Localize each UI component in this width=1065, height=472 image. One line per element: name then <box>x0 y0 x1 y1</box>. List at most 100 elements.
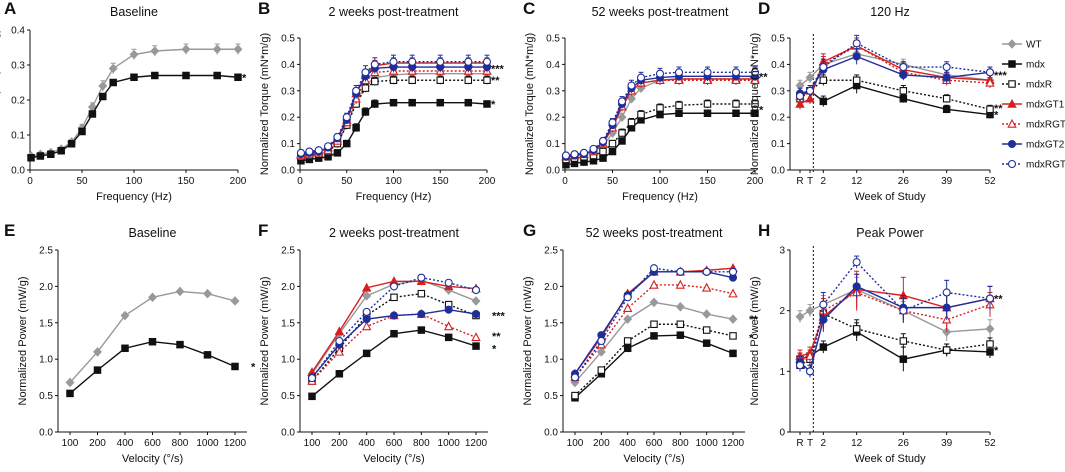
data-point <box>120 310 130 321</box>
data-point <box>471 332 481 342</box>
data-point <box>389 57 398 66</box>
data-point <box>703 109 712 117</box>
data-point <box>649 297 659 308</box>
y-tick-label: 0.1 <box>11 131 25 142</box>
x-tick-label: 1000 <box>196 438 219 449</box>
data-point <box>471 310 481 319</box>
y-axis-label: Normalized Torque (mN*m/g) <box>259 33 271 175</box>
data-point <box>408 57 417 66</box>
legend: WT mdx mdxR mdxGT1 mdxRGT1 mdxGT2 mdxRGT2 <box>1002 39 1065 171</box>
data-point <box>819 300 828 309</box>
series-mdxR <box>571 320 737 400</box>
y-tick-label: 0.3 <box>11 61 25 72</box>
data-point <box>728 267 738 276</box>
data-point <box>352 86 361 95</box>
data-point <box>676 320 685 329</box>
data-point <box>390 329 398 338</box>
data-point <box>314 146 323 155</box>
data-point <box>570 150 579 159</box>
data-point <box>608 139 617 148</box>
data-point <box>942 303 951 312</box>
data-point <box>985 294 995 303</box>
data-point <box>436 57 445 66</box>
series-line-mdxRGT1 <box>300 70 487 157</box>
legend-item-WT: WT <box>1002 39 1042 51</box>
data-point <box>899 306 908 315</box>
legend-item-mdxRGT2: mdxRGT2 <box>1002 160 1065 171</box>
y-tick-label: 1.5 <box>281 318 295 329</box>
legend-item-mdxR: mdxR <box>1002 80 1052 91</box>
data-point <box>598 136 608 146</box>
y-tick-label: 0.1 <box>546 139 560 150</box>
data-point <box>93 366 102 374</box>
x-tick-label: 600 <box>144 438 161 449</box>
y-axis-label: Normalized Power (mW/g) <box>17 277 29 406</box>
series-line-mdxR <box>300 79 487 158</box>
data-point <box>899 62 908 72</box>
panel-E: E Baseline 0.0 0.5 1.0 1.5 2.0 2.5 100 200 400 600 8… <box>4 221 256 465</box>
y-tick-label: 0.1 <box>771 139 785 150</box>
x-tick-label: 1000 <box>696 438 719 449</box>
data-point <box>596 347 606 357</box>
data-point <box>362 349 371 358</box>
data-point <box>436 76 444 84</box>
x-tick-label: 12 <box>851 438 863 449</box>
x-tick-label: 26 <box>898 176 910 187</box>
chart-title: 52 weeks post-treatment <box>586 226 723 240</box>
series-mdx <box>27 71 242 162</box>
y-tick-label: 2.0 <box>544 282 558 293</box>
legend-marker <box>1007 159 1017 169</box>
data-point <box>109 78 117 87</box>
data-point <box>649 279 659 289</box>
data-point <box>702 326 711 334</box>
panel-B: B 2 weeks post-treatment 0.0 0.1 0.2 0.3 0.4 0.… <box>258 0 505 203</box>
x-tick-label: 150 <box>432 176 449 187</box>
data-point <box>728 314 738 324</box>
x-tick-label: 50 <box>341 176 353 187</box>
legend-item-mdxRGT1: mdxRGT1 <box>1002 118 1065 131</box>
x-tick-label: 800 <box>413 438 430 449</box>
legend-label: WT <box>1026 40 1042 51</box>
y-axis-label: Normalized Torque (mN*m/g) <box>524 33 536 175</box>
data-point <box>571 391 579 400</box>
data-point <box>637 110 645 119</box>
x-axis-label: Velocity (°/s) <box>623 453 684 465</box>
data-point <box>985 77 995 87</box>
y-tick-label: 0.2 <box>11 96 25 107</box>
data-point <box>623 293 632 302</box>
data-point <box>795 92 805 101</box>
legend-label: mdxGT1 <box>1026 100 1065 111</box>
data-point <box>361 68 370 77</box>
x-tick-label: 200 <box>479 176 496 187</box>
data-point <box>148 292 157 303</box>
significance-marker: * <box>994 345 999 357</box>
data-point <box>701 282 712 292</box>
data-point <box>852 325 861 333</box>
chart-title: Baseline <box>129 226 177 240</box>
data-point <box>819 97 828 106</box>
significance-marker: ** <box>759 71 768 83</box>
series-line-WT <box>799 288 991 333</box>
y-tick-label: 0.5 <box>281 34 295 45</box>
data-point <box>482 57 492 66</box>
data-point <box>47 150 55 159</box>
chart-title: Peak Power <box>856 226 923 240</box>
x-tick-label: 100 <box>385 176 402 187</box>
x-tick-label: 39 <box>941 176 953 187</box>
data-point <box>675 279 686 289</box>
y-tick-label: 1.5 <box>39 318 53 329</box>
data-point <box>805 72 815 83</box>
y-tick-label: 0.1 <box>281 139 295 150</box>
series-line-mdx <box>799 331 991 360</box>
data-point <box>389 282 399 291</box>
y-tick-label: 2.0 <box>281 282 295 293</box>
significance-marker: ** <box>491 75 500 87</box>
data-point <box>852 52 861 61</box>
data-point <box>819 76 828 84</box>
legend-label: mdxRGT2 <box>1026 160 1065 171</box>
legend-label: mdxGT2 <box>1026 140 1065 151</box>
significance-marker: *** <box>492 311 506 323</box>
chart-title: 2 weeks post-treatment <box>329 226 459 240</box>
x-tick-label: 150 <box>178 176 195 187</box>
data-point <box>361 321 372 331</box>
